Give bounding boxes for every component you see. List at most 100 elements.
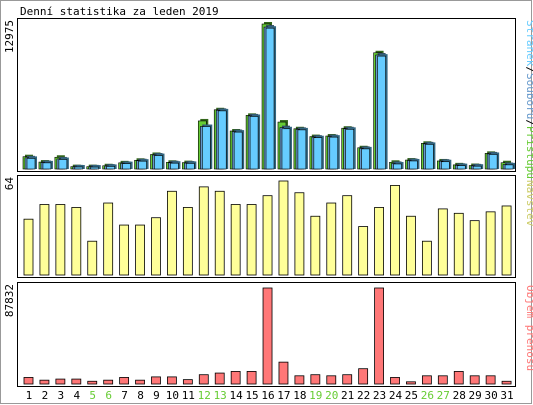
bar-volume: [501, 380, 512, 385]
bar-traffic-Stránek: [201, 126, 211, 170]
bar-traffic-Stránek: [345, 129, 355, 170]
panel-max-label-visits: 64: [3, 177, 16, 191]
bar-visits: [55, 204, 66, 276]
bar-volume: [103, 379, 114, 385]
legend-traffic-part: Přístupů: [524, 126, 533, 179]
bar-visits: [326, 202, 337, 276]
bar-traffic-Stránek: [281, 128, 291, 170]
bar-visits: [167, 190, 177, 276]
bar-visits: [294, 192, 305, 276]
bar-visits: [342, 195, 353, 276]
bar-visits: [485, 211, 496, 276]
bar-visits: [262, 195, 273, 276]
bar-visits: [214, 190, 225, 276]
legend-traffic-part: /: [524, 66, 533, 73]
bar-volume: [167, 376, 177, 385]
bar-traffic-Stránek: [313, 137, 323, 170]
bar-visits: [135, 224, 145, 276]
bar-traffic-Stránek: [488, 154, 498, 170]
bar-traffic-Stránek: [377, 55, 386, 170]
bar-visits: [246, 204, 257, 276]
day-label: 3: [58, 389, 65, 402]
legend-traffic-part: Souborů: [524, 73, 533, 119]
bar-volume: [262, 287, 273, 385]
panel-visits: 64: [3, 175, 516, 278]
day-label: 19: [309, 389, 322, 402]
bar-volume: [437, 375, 448, 385]
bar-volume: [453, 371, 464, 385]
bar-volume: [23, 377, 34, 385]
day-label: 8: [137, 389, 144, 402]
bar-traffic-Stránek: [42, 162, 52, 170]
bar-traffic-Stránek: [74, 166, 84, 170]
day-label: 24: [389, 389, 403, 402]
bar-traffic-Stránek: [58, 159, 68, 170]
bar-visits: [151, 217, 161, 276]
day-label: 6: [105, 389, 112, 402]
bar-traffic-Stránek: [122, 163, 131, 170]
day-label: 17: [277, 389, 290, 402]
day-label: 12: [198, 389, 211, 402]
bar-volume: [214, 372, 225, 385]
legend-traffic: Stránek/Souborů/Přístupů: [524, 20, 533, 179]
bar-visits: [278, 180, 289, 276]
bar-traffic-Stránek: [106, 166, 115, 170]
bar-volume: [278, 361, 289, 385]
bar-visits: [469, 220, 480, 276]
bar-volume: [406, 381, 416, 385]
day-label: 10: [166, 389, 179, 402]
bar-traffic-Stránek: [233, 131, 243, 170]
bar-traffic-Stránek: [441, 161, 450, 170]
day-label: 23: [373, 389, 386, 402]
bar-volume: [55, 378, 66, 385]
bar-traffic-Stránek: [90, 166, 100, 170]
bar-volume: [374, 287, 384, 385]
day-label: 2: [42, 389, 49, 402]
panel-frame-visits: [17, 175, 516, 278]
day-label: 9: [153, 389, 160, 402]
bar-volume: [310, 374, 321, 385]
bar-traffic-Stránek: [154, 155, 163, 170]
bar-visits: [310, 215, 321, 276]
day-axis-labels: 1 2 3 4 5 6 7 8 9 10 11 12 13 14 15 16 17 18 19 20 21 22 23 24 2…: [26, 389, 514, 402]
bar-visits: [390, 185, 400, 276]
day-label: 5: [89, 389, 96, 402]
bar-visits: [87, 240, 98, 276]
bar-visits: [198, 186, 209, 276]
day-label: 13: [214, 389, 227, 402]
panel-max-label-traffic: 12975: [3, 20, 16, 53]
bar-traffic-Stránek: [217, 110, 227, 170]
day-label: 18: [293, 389, 306, 402]
bar-visits: [421, 240, 432, 276]
chart-panels: 12975 64 87832: [3, 18, 516, 387]
bar-volume: [390, 377, 400, 385]
bar-traffic-Stránek: [361, 148, 370, 170]
bar-traffic-Stránek: [329, 136, 339, 170]
bar-visits: [374, 207, 384, 276]
bar-volume: [485, 375, 496, 385]
bar-volume: [342, 374, 353, 385]
bar-traffic-Stránek: [26, 158, 36, 170]
panel-volume: 87832: [3, 282, 516, 387]
bar-traffic-Stránek: [138, 160, 147, 170]
bar-volume: [119, 377, 130, 385]
day-label: 7: [121, 389, 128, 402]
day-label: 11: [182, 389, 195, 402]
bar-traffic-Stránek: [265, 27, 275, 170]
bar-visits: [71, 207, 82, 276]
bar-traffic-Stránek: [393, 163, 402, 170]
bar-volume: [182, 379, 193, 385]
day-label: 16: [261, 389, 274, 402]
bar-volume: [421, 375, 432, 385]
bar-volume: [294, 375, 305, 385]
day-label: 29: [469, 389, 482, 402]
bar-volume: [151, 376, 161, 385]
day-label: 30: [484, 389, 497, 402]
bar-volume: [358, 368, 369, 385]
bar-traffic-Stránek: [472, 165, 482, 170]
bar-volume: [469, 375, 480, 385]
bar-traffic-Stránek: [297, 129, 307, 170]
bar-volume: [71, 378, 82, 385]
